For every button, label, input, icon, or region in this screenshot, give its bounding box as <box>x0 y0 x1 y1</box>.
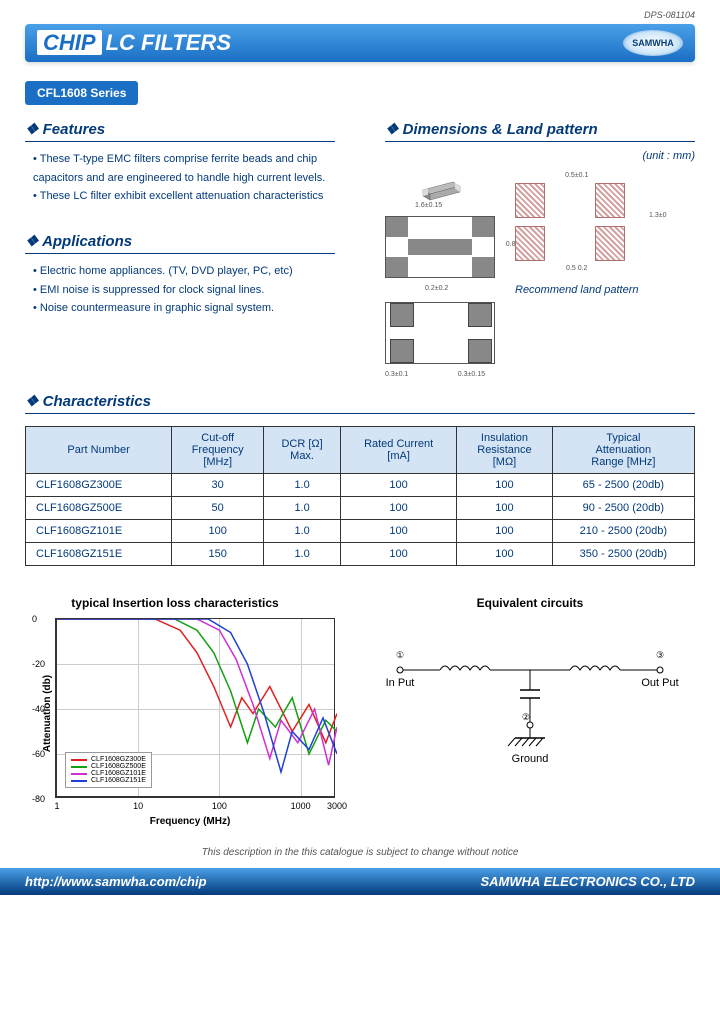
brand-badge: SAMWHA <box>623 30 683 56</box>
table-cell: 100 <box>457 497 552 520</box>
table-header: Cut-offFrequency[MHz] <box>172 427 264 474</box>
chart-ytick: -60 <box>32 749 45 759</box>
insertion-loss-chart: Attenuation (db) 110100100030000-20-40-6… <box>55 618 335 798</box>
table-header: Rated Current[mA] <box>340 427 456 474</box>
features-list: These T-type EMC filters comprise ferrit… <box>25 150 335 206</box>
footer-url: http://www.samwha.com/chip <box>25 874 207 889</box>
chart-xtick: 100 <box>212 801 227 811</box>
dim-label: 0.3±0.15 <box>458 371 485 378</box>
land-pattern-caption: Recommend land pattern <box>515 284 639 296</box>
chart-title: typical Insertion loss characteristics <box>25 596 325 610</box>
table-cell: 100 <box>457 474 552 497</box>
table-row: CLF1608GZ500E501.010010090 - 2500 (20db) <box>26 497 695 520</box>
series-badge: CFL1608 Series <box>25 84 695 102</box>
application-item: EMI noise is suppressed for clock signal… <box>33 281 335 300</box>
applications-list: Electric home appliances. (TV, DVD playe… <box>25 262 335 318</box>
disclaimer-text: This description in the this catalogue i… <box>25 847 695 858</box>
table-cell: 1.0 <box>264 543 341 566</box>
chart-ytick: -80 <box>32 794 45 804</box>
unit-label: (unit : mm) <box>385 150 695 162</box>
table-cell: 100 <box>340 474 456 497</box>
table-cell: CLF1608GZ101E <box>26 520 172 543</box>
table-header: TypicalAttenuationRange [MHz] <box>552 427 694 474</box>
top-view-diagram <box>385 216 495 278</box>
svg-text:In Put: In Put <box>386 677 415 689</box>
chip-3d-icon <box>415 172 465 202</box>
dim-label: 1.6±0.15 <box>415 202 442 209</box>
table-cell: 30 <box>172 474 264 497</box>
chart-xlabel: Frequency (MHz) <box>55 816 325 827</box>
table-cell: 90 - 2500 (20db) <box>552 497 694 520</box>
table-cell: 1.0 <box>264 497 341 520</box>
chart-xtick: 3000 <box>327 801 347 811</box>
footer-company: SAMWHA ELECTRONICS CO., LTD <box>481 874 696 889</box>
svg-text:Out Put: Out Put <box>641 677 678 689</box>
chart-xtick: 1000 <box>291 801 311 811</box>
characteristics-heading: Characteristics <box>25 392 695 414</box>
dim-label: 0.5 0.2 <box>515 265 639 272</box>
chart-ytick: -20 <box>32 659 45 669</box>
chart-xtick: 10 <box>133 801 143 811</box>
table-row: CLF1608GZ300E301.010010065 - 2500 (20db) <box>26 474 695 497</box>
title-rest: LC FILTERS <box>106 30 231 55</box>
chart-ytick: -40 <box>32 704 45 714</box>
page-footer: http://www.samwha.com/chip SAMWHA ELECTR… <box>0 868 720 895</box>
application-item: Noise countermeasure in graphic signal s… <box>33 299 335 318</box>
table-cell: 210 - 2500 (20db) <box>552 520 694 543</box>
table-cell: 65 - 2500 (20db) <box>552 474 694 497</box>
table-cell: 1.0 <box>264 520 341 543</box>
dim-label: 0.2±0.2 <box>425 285 448 292</box>
dim-label: 0.5±0.1 <box>515 172 639 179</box>
applications-heading: Applications <box>25 232 335 254</box>
application-item: Electric home appliances. (TV, DVD playe… <box>33 262 335 281</box>
chart-legend: CLF1608GZ300ECLF1608GZ500ECLF1608GZ101EC… <box>65 752 152 788</box>
title-bar: CHIPLC FILTERS SAMWHA <box>25 24 695 62</box>
table-header: DCR [Ω]Max. <box>264 427 341 474</box>
land-pattern-diagram <box>515 183 635 261</box>
table-cell: 100 <box>457 543 552 566</box>
table-cell: 100 <box>457 520 552 543</box>
brand-logo: SAMWHA <box>623 30 683 56</box>
table-cell: 150 <box>172 543 264 566</box>
chart-ytick: 0 <box>32 614 37 624</box>
table-cell: 1.0 <box>264 474 341 497</box>
dim-label: 0.3±0.1 <box>385 371 408 378</box>
feature-item: These LC filter exhibit excellent attenu… <box>33 187 335 206</box>
table-cell: 100 <box>340 520 456 543</box>
table-cell: CLF1608GZ500E <box>26 497 172 520</box>
characteristics-table: Part NumberCut-offFrequency[MHz]DCR [Ω]M… <box>25 426 695 566</box>
svg-text:②: ② <box>522 712 530 722</box>
feature-item: These T-type EMC filters comprise ferrit… <box>33 150 335 187</box>
bottom-view-diagram <box>385 302 495 364</box>
circuit-title: Equivalent circuits <box>365 596 695 610</box>
equivalent-circuit-diagram: ① ② ③ In Put Out Put Ground <box>365 630 695 770</box>
table-header: InsulationResistance[MΩ] <box>457 427 552 474</box>
svg-text:③: ③ <box>656 650 664 660</box>
doc-id: DPS-081104 <box>25 10 695 20</box>
dimensions-diagrams: 1.6±0.15 0.8±0.15 0.2±0.2 0.3±0.1 0.3±0.… <box>385 172 695 364</box>
chart-xtick: 1 <box>54 801 59 811</box>
table-header: Part Number <box>26 427 172 474</box>
dimensions-heading: Dimensions & Land pattern <box>385 120 695 142</box>
table-cell: 100 <box>340 543 456 566</box>
table-cell: 100 <box>172 520 264 543</box>
table-cell: CLF1608GZ300E <box>26 474 172 497</box>
table-cell: 350 - 2500 (20db) <box>552 543 694 566</box>
table-row: CLF1608GZ101E1001.0100100210 - 2500 (20d… <box>26 520 695 543</box>
title-chip: CHIP <box>37 30 102 55</box>
table-cell: CLF1608GZ151E <box>26 543 172 566</box>
table-cell: 50 <box>172 497 264 520</box>
features-heading: Features <box>25 120 335 142</box>
dim-label: 1.3±0 <box>649 212 666 219</box>
table-row: CLF1608GZ151E1501.0100100350 - 2500 (20d… <box>26 543 695 566</box>
svg-text:Ground: Ground <box>512 753 549 765</box>
page-title: CHIPLC FILTERS <box>37 30 231 56</box>
svg-text:①: ① <box>396 650 404 660</box>
table-cell: 100 <box>340 497 456 520</box>
